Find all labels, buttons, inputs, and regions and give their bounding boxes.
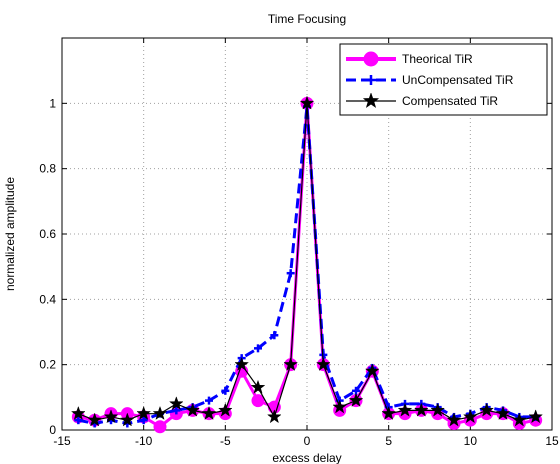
y-tick-label: 1 [49,96,56,110]
y-axis-label: normalized amplitude [3,177,17,291]
data-point-star [315,356,331,371]
data-point-star [119,412,135,427]
data-point-star [217,402,233,417]
data-point-star [87,412,103,427]
chart-title: Time Focusing [268,12,346,26]
data-point-star [511,412,527,427]
legend-item-0: Theorical TiR [346,51,473,67]
series-line [78,105,536,425]
axis-ticks: -15 -10 -5 0 5 10 15 0 0.2 0.4 0.6 0.8 1 [39,38,559,448]
data-point-star [266,409,282,424]
legend: Theorical TiR UnCompensated TiR Compensate… [339,43,548,116]
data-point-star [495,405,511,420]
data-point-star [446,412,462,427]
data-point-star [283,356,299,371]
data-point-star [250,379,266,394]
data-point-plus [221,386,230,395]
data-point-star [362,92,380,109]
data-point-star [152,405,168,420]
x-tick-label: 15 [545,434,559,448]
legend-item-2: Compensated TiR [346,92,498,109]
data-point-star [430,402,446,417]
data-point-star [381,405,397,420]
x-tick-label: 10 [464,434,478,448]
data-point-circle [153,420,167,434]
data-point-star [413,402,429,417]
data-point-star [348,392,364,407]
data-point-plus [74,416,83,425]
legend-label: Compensated TiR [402,94,498,108]
data-point-star [136,405,152,420]
y-tick-label: 0.4 [39,292,56,306]
legend-label: UnCompensated TiR [402,73,514,87]
data-point-circle [251,394,265,408]
data-point-plus [139,416,148,425]
data-point-star [70,405,86,420]
x-tick-label: -5 [220,434,231,448]
data-point-star [364,363,380,378]
series-layer [70,95,544,434]
data-point-plus [286,269,295,278]
data-point-star [462,409,478,424]
x-tick-label: 5 [385,434,392,448]
y-tick-label: 0.2 [39,358,56,372]
data-point-star [528,409,544,424]
data-point-plus [205,396,213,405]
data-point-plus [172,406,181,415]
data-point-star [397,402,413,417]
data-point-star [103,409,119,424]
data-point-plus [366,75,376,85]
data-point-star [332,399,348,414]
y-tick-label: 0.8 [39,162,56,176]
x-tick-label: -10 [135,434,153,448]
data-point-star [185,402,201,417]
data-point-plus [254,344,262,353]
data-point-plus [270,331,279,340]
legend-item-1: UnCompensated TiR [346,73,514,87]
data-point-star [201,405,217,420]
y-tick-label: 0 [49,423,56,437]
data-point-star [479,402,495,417]
series-2 [70,95,544,427]
legend-label: Theorical TiR [402,52,473,66]
y-tick-label: 0.6 [39,227,56,241]
data-point-star [168,396,184,411]
x-tick-label: 0 [304,434,311,448]
x-tick-label: -15 [53,434,71,448]
data-point-star [299,95,315,110]
data-point-star [234,356,250,371]
x-axis-label: excess delay [272,451,341,464]
data-point-circle [363,51,379,67]
